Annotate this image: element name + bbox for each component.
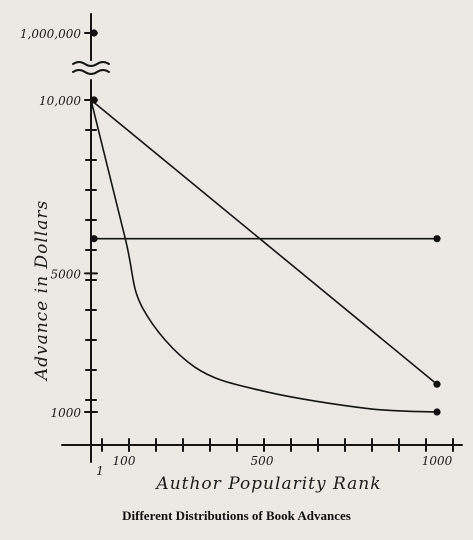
axis-break-mark [72,69,110,75]
series-lines [90,99,438,413]
y-tick-label: 1000 [50,406,81,420]
axes [61,13,463,463]
series-0-point [90,29,98,37]
x-tick-label: 1 [96,464,104,478]
x-axis-label: Author Popularity Rank [154,474,381,494]
series-2-point [433,235,441,243]
series-1-point [433,380,441,388]
series-3-line [90,99,438,413]
axis-break-mark [72,61,110,67]
chart-title: Different Distributions of Book Advances [122,508,351,523]
data-points [90,29,441,416]
x-tick-label: 1000 [422,454,453,468]
series-3-point [433,408,441,416]
y-tick-label: 1,000,000 [20,27,81,41]
y-tick-label: 10,000 [39,94,81,108]
y-axis-label: Advance in Dollars [32,200,52,382]
x-tick-label: 500 [251,454,274,468]
series-3-point [90,96,98,104]
y-tick-label: 5000 [50,267,81,281]
x-tick-label: 100 [113,454,136,468]
axis-labels: 1000 5000 10,000 1,000,000 1 100 500 1000 Author… [20,27,453,494]
series-1-line [90,99,438,385]
series-2-point [90,235,98,243]
